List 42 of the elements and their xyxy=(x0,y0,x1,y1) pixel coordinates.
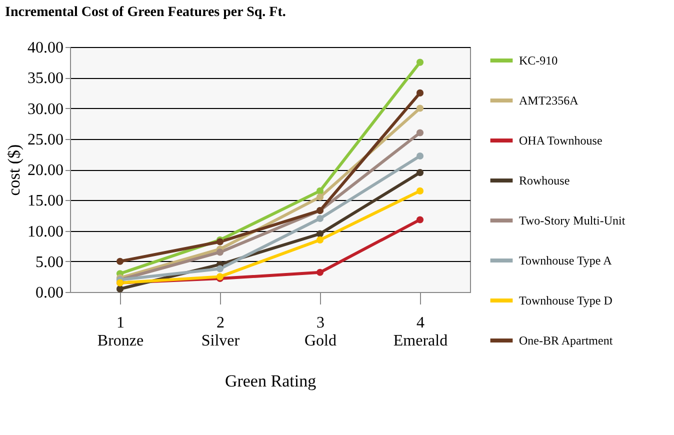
legend-label: Two-Story Multi-Unit xyxy=(519,214,626,228)
y-tick-label: 10.00 xyxy=(28,223,64,240)
point xyxy=(316,194,324,201)
point xyxy=(416,129,424,136)
point xyxy=(216,248,224,256)
x-tick-label: 2 Silver xyxy=(201,314,240,350)
point xyxy=(316,214,324,222)
chart-title: Incremental Cost of Green Features per Sq. Ft. xyxy=(5,5,286,20)
point xyxy=(116,258,124,265)
point xyxy=(416,104,424,112)
point xyxy=(216,265,224,272)
point xyxy=(416,152,424,160)
point xyxy=(316,230,324,238)
y-tick-label: 15.00 xyxy=(28,192,64,210)
x-tick-label: 3 Gold xyxy=(304,314,336,350)
point xyxy=(316,187,324,194)
point xyxy=(316,236,324,244)
point xyxy=(416,169,424,176)
point xyxy=(416,216,424,224)
y-tick-label: 20.00 xyxy=(28,162,64,179)
legend-label: Rowhouse xyxy=(519,174,570,188)
legend-label: KC-910 xyxy=(519,54,558,68)
legend-label: Townhouse Type D xyxy=(519,294,613,308)
x-tick-label: 4 Emerald xyxy=(393,314,448,350)
point xyxy=(416,187,424,194)
y-tick-label: 0.00 xyxy=(36,284,64,302)
legend-label: AMT2356A xyxy=(519,94,579,108)
point xyxy=(116,285,124,292)
legend-label: One-BR Apartment xyxy=(519,334,614,348)
y-axis-title: cost ($) xyxy=(4,144,24,196)
point xyxy=(416,58,424,66)
y-tick-label: 5.00 xyxy=(36,254,64,271)
y-tick-label: 35.00 xyxy=(28,70,64,88)
point xyxy=(416,89,424,96)
x-tick-label: 1 Bronze xyxy=(97,314,144,350)
legend-label: OHA Townhouse xyxy=(519,134,602,148)
y-tick-label: 40.00 xyxy=(28,40,64,56)
y-tick-label: 25.00 xyxy=(28,131,64,148)
point xyxy=(316,268,324,276)
y-tick-label: 30.00 xyxy=(28,100,64,118)
x-axis-title: Green Rating xyxy=(224,372,317,390)
legend-label: Townhouse Type A xyxy=(519,254,612,268)
